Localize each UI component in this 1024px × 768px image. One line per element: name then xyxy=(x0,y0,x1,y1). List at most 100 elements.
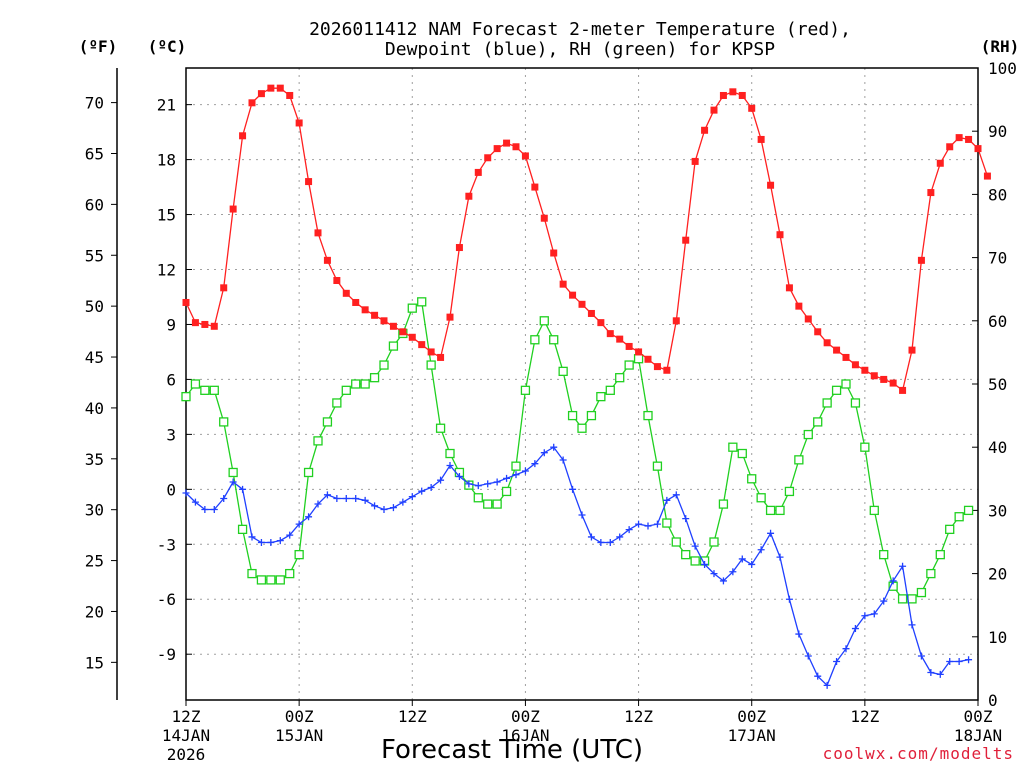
dewpoint-point xyxy=(503,474,511,482)
rh-point xyxy=(266,575,276,585)
rh-point xyxy=(747,474,757,484)
dewpoint-point xyxy=(371,502,379,510)
temperature-point xyxy=(578,300,586,308)
dewpoint-point xyxy=(569,485,577,493)
dewpoint-point xyxy=(342,494,350,502)
time-tick-label: 00Z xyxy=(285,707,314,726)
temperature-point xyxy=(729,88,737,96)
dewpoint-point xyxy=(965,656,973,664)
rh-point xyxy=(256,575,267,585)
temperature-point xyxy=(899,386,907,394)
rh-point xyxy=(407,303,417,313)
rh-point xyxy=(379,360,389,370)
rh-point xyxy=(483,499,493,509)
rh-point xyxy=(945,524,955,535)
dewpoint-point xyxy=(625,526,633,534)
rh-point xyxy=(426,360,436,370)
rh-point xyxy=(303,467,314,478)
date-tick-label: 15JAN xyxy=(275,726,323,745)
rh-point xyxy=(709,537,719,547)
rh-point xyxy=(341,385,351,395)
fahrenheit-tick-label: 15 xyxy=(85,653,104,672)
temperature-point xyxy=(531,183,539,191)
rh-point xyxy=(860,442,870,452)
temperature-point xyxy=(748,104,756,112)
rh-point xyxy=(228,467,238,478)
temperature-point xyxy=(503,139,511,147)
dewpoint-point xyxy=(748,560,756,568)
dewpoint-point xyxy=(908,621,916,629)
temperature-point xyxy=(823,339,831,347)
date-tick-label: 17JAN xyxy=(728,726,776,745)
dewpoint-point xyxy=(361,496,369,504)
celsius-tick-label: 18 xyxy=(157,151,176,170)
credit-link[interactable]: coolwx.com/modelts xyxy=(823,744,1014,763)
rh-point xyxy=(737,448,747,459)
dewpoint-point xyxy=(701,560,709,568)
dewpoint-point xyxy=(389,504,397,512)
dewpoint-point xyxy=(399,498,407,506)
dewpoint-point xyxy=(257,538,265,546)
dewpoint-point xyxy=(719,577,727,585)
year-tick-label: 2026 xyxy=(167,745,206,764)
dewpoint-point xyxy=(352,494,360,502)
rh-point xyxy=(473,493,483,503)
rh-point xyxy=(219,417,229,427)
fahrenheit-tick-label: 55 xyxy=(85,246,104,265)
dewpoint-point xyxy=(672,491,680,499)
temperature-point xyxy=(682,236,690,244)
rh-point xyxy=(294,549,304,560)
rh-point xyxy=(728,442,738,452)
time-tick-label: 12Z xyxy=(624,707,653,726)
temperature-point xyxy=(795,302,803,310)
temperature-point xyxy=(380,317,388,325)
dewpoint-point xyxy=(446,462,454,470)
temperature-point xyxy=(191,319,199,327)
temperature-series xyxy=(182,84,991,394)
date-tick-label: 14JAN xyxy=(162,726,210,745)
celsius-tick-label: 0 xyxy=(166,480,176,499)
rh-point xyxy=(181,391,191,402)
rh-point xyxy=(388,341,399,351)
dewpoint-point xyxy=(295,520,303,528)
temperature-point xyxy=(870,372,878,380)
temperature-point xyxy=(465,192,473,200)
fahrenheit-tick-label: 25 xyxy=(85,552,104,571)
rh-point xyxy=(237,524,248,535)
rh-tick-label: 10 xyxy=(988,628,1007,647)
date-tick-label: 18JAN xyxy=(954,726,1002,745)
dewpoint-point xyxy=(682,515,690,523)
rh-point xyxy=(662,518,672,528)
dewpoint-point xyxy=(512,471,520,479)
temperature-point xyxy=(427,348,435,356)
fahrenheit-tick-label: 20 xyxy=(85,602,104,621)
dewpoint-series xyxy=(182,443,973,689)
rh-point xyxy=(803,429,813,440)
temperature-point xyxy=(587,309,595,317)
rh-point xyxy=(501,486,512,497)
temperature-point xyxy=(701,126,709,134)
celsius-unit-label: (ºC) xyxy=(148,37,187,56)
rh-tick-label: 100 xyxy=(988,59,1017,78)
celsius-tick-label: -6 xyxy=(157,590,176,609)
celsius-tick-label: 15 xyxy=(157,206,176,225)
rh-point xyxy=(530,335,540,345)
temperature-point xyxy=(493,145,501,153)
fahrenheit-tick-label: 60 xyxy=(85,195,104,214)
dewpoint-point xyxy=(776,553,784,561)
celsius-tick-label: 3 xyxy=(166,425,176,444)
celsius-tick-label: 12 xyxy=(157,261,176,280)
dewpoint-point xyxy=(757,546,765,554)
dewpoint-point xyxy=(559,456,567,464)
temperature-point xyxy=(785,284,793,292)
rh-point xyxy=(643,410,653,421)
temperature-point xyxy=(446,313,454,321)
x-axis-title: Forecast Time (UTC) xyxy=(381,735,643,765)
rh-unit-label: (RH) xyxy=(981,37,1020,56)
temperature-point xyxy=(833,346,841,354)
rh-point xyxy=(926,568,936,579)
dewpoint-point xyxy=(201,505,209,513)
rh-point xyxy=(577,423,587,433)
rh-point xyxy=(652,461,663,471)
rh-point xyxy=(879,549,889,560)
